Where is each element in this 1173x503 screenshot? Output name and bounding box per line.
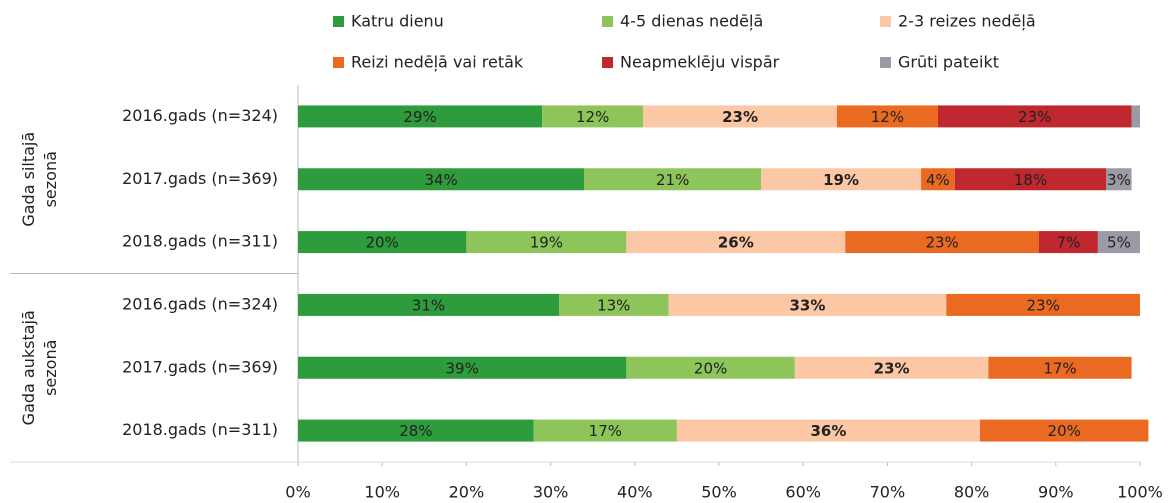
data-label: 12% [871,108,904,126]
y-tick-label: 2018.gads (n=311) [122,232,278,251]
data-label: 23% [1018,108,1051,126]
x-tick-label: 90% [1038,483,1074,502]
data-label: 20% [366,234,399,252]
bar-segment [836,105,938,128]
data-label: 33% [789,296,825,314]
data-label: 18% [1014,171,1047,189]
x-tick-label: 0% [285,483,310,502]
bar-segment [559,293,669,316]
bar-segment [466,231,627,254]
group-label-line: sezonā [41,340,60,396]
data-label: 21% [656,171,689,189]
data-label: 39% [446,359,479,377]
data-label: 31% [412,296,445,314]
data-label: 28% [399,422,432,440]
bar-segment [761,168,922,191]
bar-segment [298,356,627,379]
y-tick-label: 2016.gads (n=324) [122,294,278,313]
bar-segment [1106,168,1132,191]
x-tick-label: 30% [533,483,569,502]
bar-segment [676,419,981,442]
bar-segment [1038,231,1098,254]
group-label: Gada siltajā sezonā [19,132,60,227]
x-tick-label: 40% [617,483,653,502]
legend-swatch [602,57,613,68]
bar-segment [1097,231,1140,254]
legend-label: Neapmeklēju vispār [620,53,780,72]
y-tick-label: 2018.gads (n=311) [122,420,278,439]
data-label: 5% [1107,234,1131,252]
group-label-line: Gada siltajā [19,132,38,227]
bar-segment [298,293,560,316]
data-label: 34% [424,171,457,189]
group-label: Gada aukstajā sezonā [19,310,60,425]
data-label: 20% [694,359,727,377]
data-label: 26% [718,234,754,252]
bar-segment [542,105,644,128]
x-tick-label: 10% [364,483,400,502]
bar-segment [954,168,1107,191]
x-tick-label: 70% [870,483,906,502]
x-tick-label: 100% [1117,483,1163,502]
bar-segment [1131,105,1140,128]
bar-segment [626,231,846,254]
bar-segment [937,105,1132,128]
data-label: 36% [811,422,847,440]
legend-label: Katru dienu [351,12,444,31]
legend-label: Grūti pateikt [898,53,999,72]
bar-segment [298,231,467,254]
y-tick-label: 2017.gads (n=369) [122,357,278,376]
data-label: 29% [403,108,436,126]
legend-label: 2-3 reizes nedēļā [898,12,1036,31]
data-label: 17% [589,422,622,440]
x-tick-label: 80% [954,483,990,502]
bar-segment [298,105,543,128]
bar-segment [626,356,795,379]
bar-segment [946,293,1140,316]
legend-label: Reizi nedēļā vai retāk [351,53,524,72]
legend-swatch [880,16,891,27]
bar-segment [921,168,955,191]
bar-segment [584,168,762,191]
data-label: 4% [926,171,950,189]
bar-segment [668,293,947,316]
bar-segment [533,419,677,442]
bar-segment [988,356,1132,379]
bar-segment [298,168,585,191]
legend-swatch [880,57,891,68]
data-label: 19% [823,171,859,189]
data-label: 23% [925,234,958,252]
bar-segment [298,419,534,442]
data-label: 3% [1107,171,1131,189]
data-label: 17% [1043,359,1076,377]
legend-swatch [602,16,613,27]
data-label: 19% [530,234,563,252]
legend-swatch [333,57,344,68]
bar-segment [845,231,1039,254]
bar-segment [794,356,989,379]
data-label: 13% [597,296,630,314]
bar-segment [980,419,1149,442]
x-tick-label: 50% [701,483,737,502]
data-label: 12% [576,108,609,126]
y-tick-label: 2017.gads (n=369) [122,169,278,188]
data-label: 23% [1026,296,1059,314]
x-tick-label: 60% [785,483,821,502]
bar-segment [643,105,837,128]
data-label: 23% [722,108,758,126]
group-label-line: Gada aukstajā [19,310,38,425]
data-label: 7% [1057,234,1081,252]
legend-swatch [333,16,344,27]
group-label-line: sezonā [41,151,60,207]
data-label: 20% [1048,422,1081,440]
x-tick-label: 20% [449,483,485,502]
y-tick-label: 2016.gads (n=324) [122,106,278,125]
data-label: 23% [874,359,910,377]
legend-label: 4-5 dienas nedēļā [620,12,763,31]
